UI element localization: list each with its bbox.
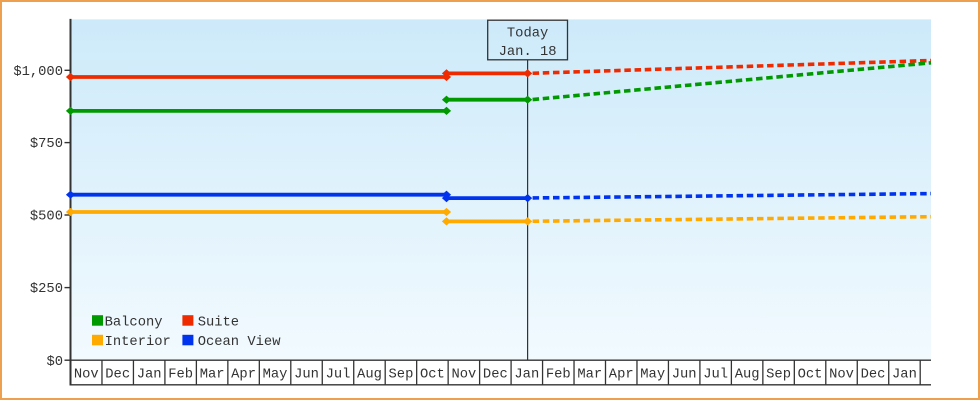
svg-text:Jun: Jun (294, 368, 319, 383)
svg-text:$0: $0 (46, 354, 63, 370)
svg-text:May: May (640, 368, 665, 383)
svg-text:Jul: Jul (326, 367, 351, 383)
svg-text:Jul: Jul (703, 367, 728, 383)
svg-text:Suite: Suite (198, 315, 239, 331)
svg-text:Feb: Feb (168, 367, 193, 383)
svg-text:Feb: Feb (546, 367, 571, 383)
svg-text:Interior: Interior (105, 334, 171, 350)
svg-text:Nov: Nov (74, 368, 99, 383)
svg-text:Today: Today (507, 25, 548, 41)
svg-text:$500: $500 (30, 209, 63, 225)
svg-text:Oct: Oct (798, 368, 823, 383)
svg-text:$1,000: $1,000 (13, 64, 63, 80)
svg-text:Nov: Nov (829, 368, 854, 383)
svg-text:$250: $250 (30, 281, 63, 297)
svg-text:Sep: Sep (766, 368, 791, 383)
svg-text:Jan: Jan (137, 368, 162, 383)
svg-text:Ocean View: Ocean View (198, 334, 282, 350)
svg-text:Mar: Mar (577, 368, 602, 383)
svg-text:Dec: Dec (861, 368, 886, 383)
svg-text:Aug: Aug (735, 368, 760, 383)
svg-text:Oct: Oct (420, 368, 445, 383)
svg-text:May: May (263, 368, 288, 383)
svg-text:Jan: Jan (892, 368, 917, 383)
svg-text:Apr: Apr (231, 368, 256, 383)
svg-text:Mar: Mar (200, 368, 225, 383)
svg-text:Jun: Jun (672, 368, 697, 383)
svg-text:Apr: Apr (609, 368, 634, 383)
svg-text:Sep: Sep (389, 368, 414, 383)
svg-text:Jan. 18: Jan. 18 (499, 45, 557, 60)
svg-text:Balcony: Balcony (105, 315, 163, 331)
svg-text:Jan: Jan (514, 368, 539, 383)
svg-text:Aug: Aug (357, 368, 382, 383)
svg-text:Nov: Nov (451, 368, 476, 383)
svg-text:Dec: Dec (105, 368, 130, 383)
svg-text:$750: $750 (30, 136, 63, 152)
svg-text:Dec: Dec (483, 368, 508, 383)
